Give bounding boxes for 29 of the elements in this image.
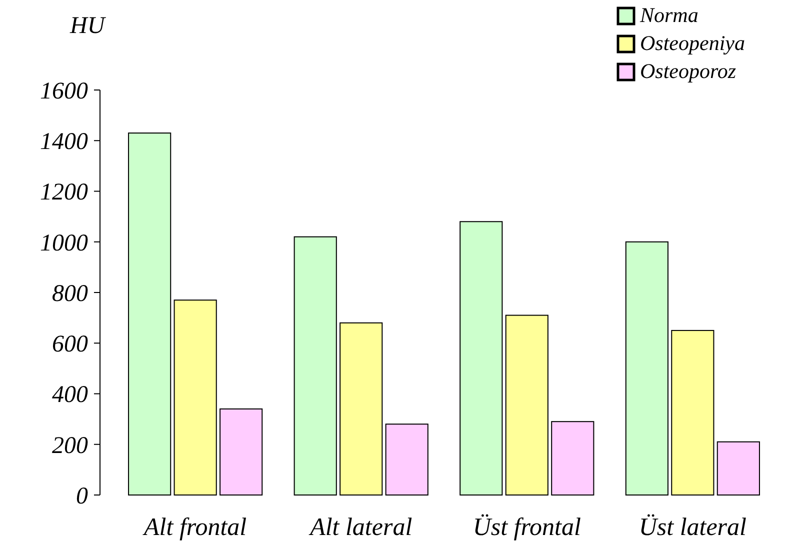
y-tick-label: 0 xyxy=(76,483,88,510)
y-tick-label: 1000 xyxy=(40,230,88,256)
y-tick-label: 200 xyxy=(52,432,88,459)
bar xyxy=(551,421,594,496)
bar xyxy=(625,241,668,496)
x-tick-label: Alt lateral xyxy=(308,514,412,541)
bar xyxy=(505,314,548,496)
bar xyxy=(716,441,760,496)
y-tick-label: 400 xyxy=(52,382,88,408)
bar xyxy=(128,132,172,496)
bar xyxy=(294,236,337,496)
bar xyxy=(385,424,428,496)
y-tick-label: 1200 xyxy=(40,180,88,206)
x-tick-label: Üst lateral xyxy=(638,514,747,541)
y-tick-label: 600 xyxy=(52,332,88,358)
bar xyxy=(174,300,217,496)
bar xyxy=(460,221,503,496)
y-axis-title: HU xyxy=(69,13,106,39)
bar xyxy=(220,408,263,496)
bar xyxy=(671,330,714,496)
x-tick-label: Alt frontal xyxy=(142,514,247,541)
y-tick-label: 800 xyxy=(52,280,88,307)
legend-label: Norma xyxy=(639,3,698,27)
legend-label: Osteoporoz xyxy=(640,59,736,83)
y-tick-label: 1600 xyxy=(40,78,88,104)
bar xyxy=(340,322,383,496)
y-tick-label: 1400 xyxy=(40,129,88,156)
x-tick-label: Üst frontal xyxy=(472,514,581,541)
legend-label: Osteopeniya xyxy=(640,31,745,55)
